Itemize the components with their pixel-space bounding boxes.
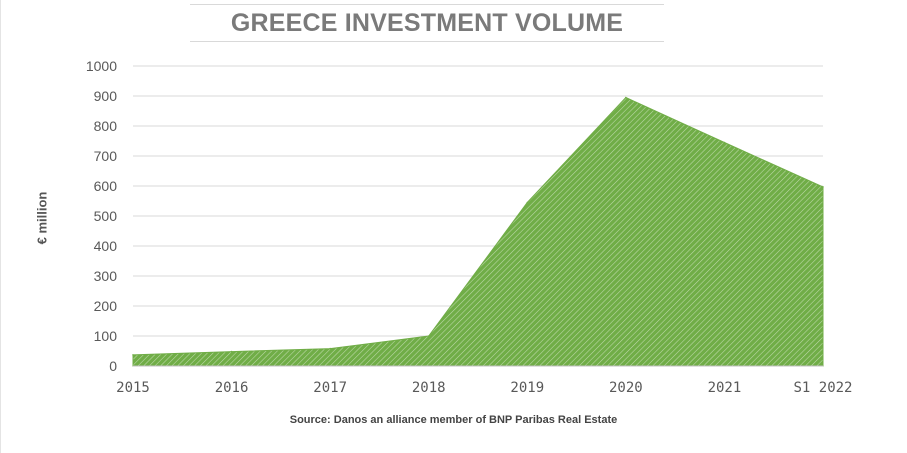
x-tick-label: 2021 <box>708 380 742 396</box>
y-tick-label: 100 <box>94 328 118 344</box>
data-point-2015 <box>132 354 134 356</box>
data-point-2018 <box>427 335 430 337</box>
y-tick-label: 300 <box>94 268 118 284</box>
x-tick-label: 2018 <box>412 380 446 396</box>
x-tick-label: 2019 <box>510 380 544 396</box>
y-tick-label: 200 <box>94 298 118 314</box>
data-point-2021 <box>723 141 726 144</box>
y-tick-label: 500 <box>94 208 118 224</box>
y-tick-label: 1000 <box>86 58 117 74</box>
x-tick-label: S1 2022 <box>793 380 852 396</box>
x-tick-label: 2017 <box>313 380 347 396</box>
x-tick-label: 2020 <box>609 380 643 396</box>
y-tick-label: 400 <box>94 238 118 254</box>
y-tick-label: 700 <box>94 148 118 164</box>
data-point-2016 <box>230 350 233 353</box>
source-note: Source: Danos an alliance member of BNP … <box>289 414 618 426</box>
area-series <box>132 96 824 367</box>
data-point-2019 <box>526 201 529 204</box>
data-point-2020 <box>625 96 627 99</box>
y-tick-label: 900 <box>94 88 118 104</box>
y-tick-label: 800 <box>94 118 118 134</box>
chart-title: GREECE INVESTMENT VOLUME <box>190 4 664 42</box>
y-tick-label: 0 <box>109 358 117 374</box>
data-point-2017 <box>329 347 331 350</box>
x-tick-label: 2015 <box>116 380 150 396</box>
x-tick-label: 2016 <box>215 380 249 396</box>
y-tick-label: 600 <box>94 178 118 194</box>
data-point-S1-2022 <box>822 186 824 188</box>
